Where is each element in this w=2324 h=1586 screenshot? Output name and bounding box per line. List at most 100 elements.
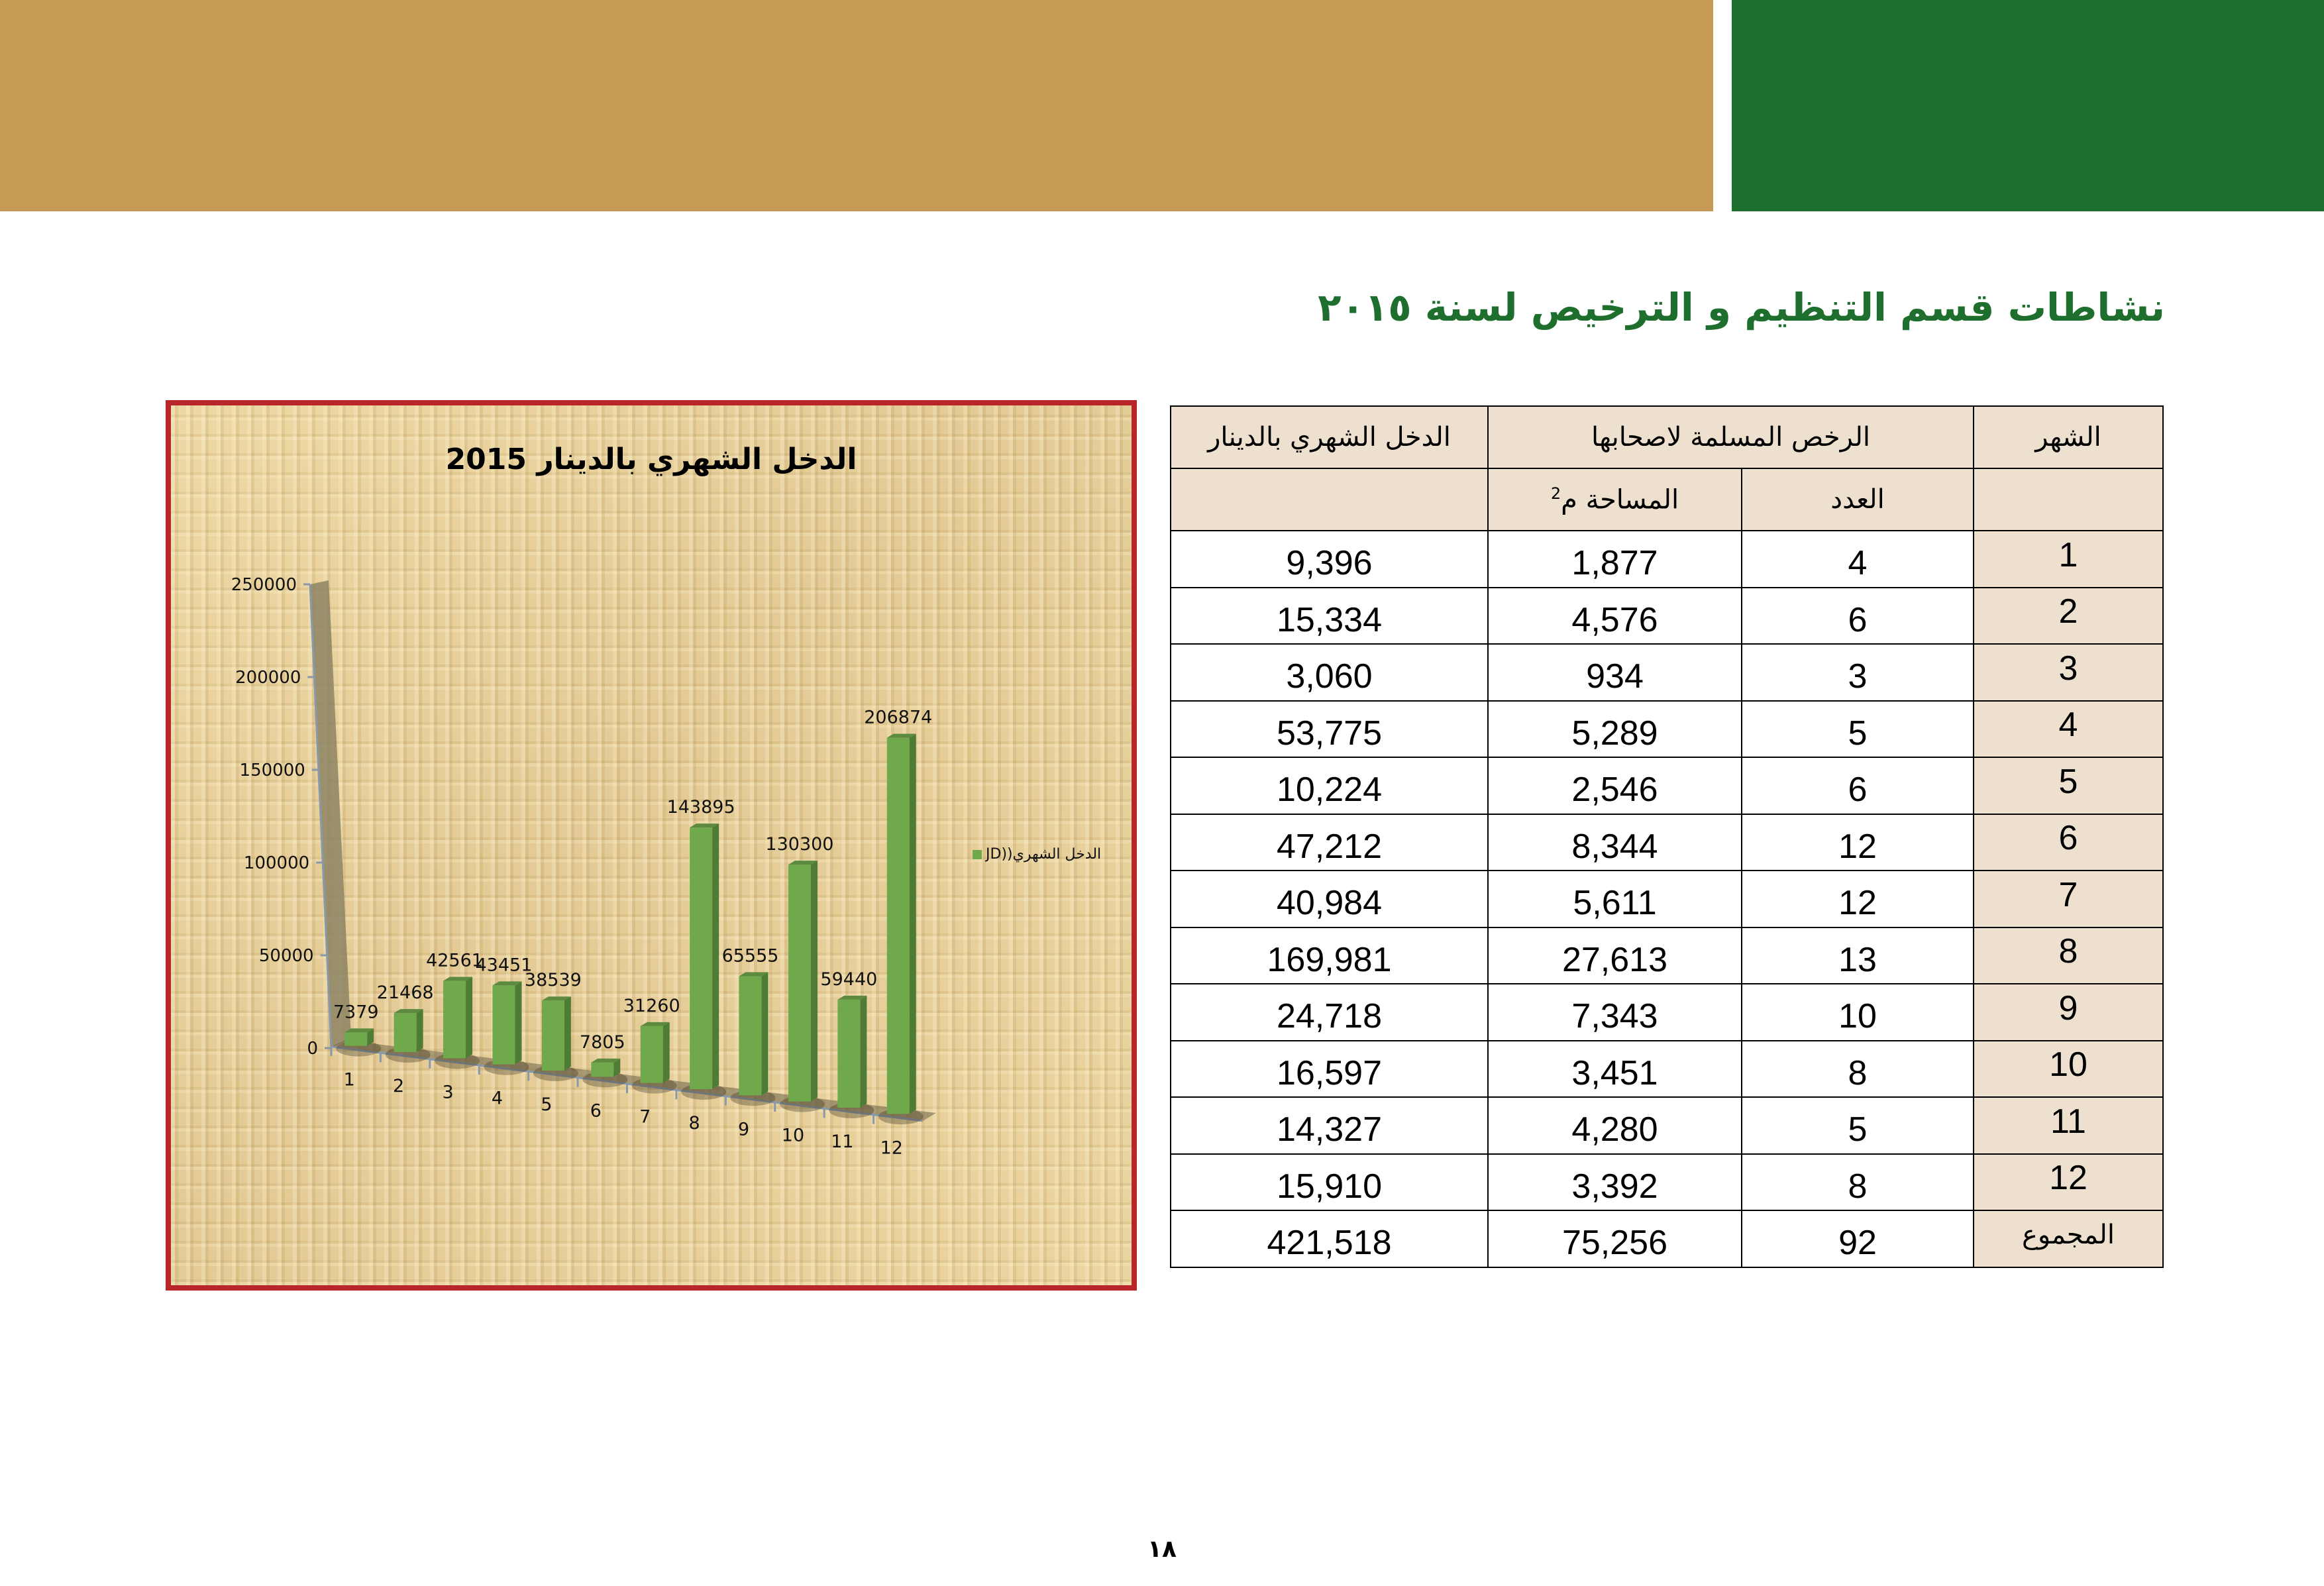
cell-area: 4,280 <box>1487 1096 1742 1155</box>
page-number: ١٨ <box>1147 1536 1177 1563</box>
y-tick-label: 50000 <box>259 946 314 966</box>
y-tick-label: 0 <box>307 1039 318 1059</box>
data-label: 7805 <box>580 1032 625 1053</box>
bar-chart: 0500001000001500002000002500007379121468… <box>231 575 936 1158</box>
table-row: 9,396 1,877 4 1 <box>1170 530 2164 588</box>
legend-label: الدخل الشهري((JD <box>986 846 1102 863</box>
header-income-blank <box>1170 468 1489 531</box>
cell-area: 934 <box>1487 643 1742 702</box>
total-label: المجموع <box>1973 1210 2164 1268</box>
cell-area: 3,451 <box>1487 1039 1742 1098</box>
header-count: العدد <box>1741 468 1974 531</box>
bar-month-1 <box>344 1032 368 1046</box>
data-label: 143895 <box>667 797 735 818</box>
bar-month-8 <box>690 827 713 1089</box>
cell-count: 8 <box>1741 1039 1974 1098</box>
cell-month: 2 <box>1973 586 2164 645</box>
y-tick-label: 250000 <box>231 575 297 595</box>
data-label: 59440 <box>820 969 877 990</box>
cell-area: 8,344 <box>1487 813 1742 871</box>
data-label: 7379 <box>333 1002 379 1022</box>
cell-month: 6 <box>1973 813 2164 871</box>
table-row: 14,327 4,280 5 11 <box>1170 1096 2164 1155</box>
header-band-gold <box>0 0 1713 211</box>
cell-count: 5 <box>1741 1096 1974 1155</box>
data-label: 43451 <box>476 955 533 975</box>
cell-income: 9,396 <box>1170 530 1489 588</box>
bar-month-4 <box>492 985 515 1065</box>
data-label: 206874 <box>864 708 932 728</box>
x-tick-label: 9 <box>738 1119 749 1139</box>
bar-month-11 <box>837 999 861 1108</box>
cell-income: 16,597 <box>1170 1039 1489 1098</box>
data-label: 42561 <box>426 951 483 971</box>
cell-count: 12 <box>1741 870 1974 928</box>
y-tick-label: 150000 <box>240 761 305 780</box>
bar-month-5 <box>541 1000 564 1071</box>
x-tick-label: 12 <box>880 1137 903 1158</box>
cell-count: 8 <box>1741 1153 1974 1211</box>
cell-month: 10 <box>1973 1039 2164 1098</box>
table-row: 15,910 3,392 8 12 <box>1170 1153 2164 1211</box>
cell-area: 5,289 <box>1487 700 1742 758</box>
cell-month: 1 <box>1973 530 2164 588</box>
legend-swatch-icon <box>973 849 982 859</box>
total-area: 75,256 <box>1487 1210 1742 1268</box>
x-tick-label: 7 <box>639 1107 651 1128</box>
cell-income: 24,718 <box>1170 983 1489 1041</box>
table-row: 24,718 7,343 10 9 <box>1170 983 2164 1041</box>
cell-month: 5 <box>1973 757 2164 815</box>
header-licenses-group: الرخص المسلمة لاصحابها <box>1487 405 1974 469</box>
cell-income: 3,060 <box>1170 643 1489 702</box>
table-row: 47,212 8,344 12 6 <box>1170 813 2164 871</box>
bar-month-3 <box>443 980 466 1059</box>
cell-count: 12 <box>1741 813 1974 871</box>
income-chart-panel: الدخل الشهري بالدينار 2015 0 50000 100000 1… <box>166 400 1137 1291</box>
cell-count: 10 <box>1741 983 1974 1041</box>
licensing-activities-table: الدخل الشهري بالدينار الرخص المسلمة لاصح… <box>1170 405 2164 1268</box>
cell-month: 4 <box>1973 700 2164 758</box>
table-header-row-1: الدخل الشهري بالدينار الرخص المسلمة لاصح… <box>1170 405 2164 469</box>
cell-income: 14,327 <box>1170 1096 1489 1155</box>
x-tick-label: 11 <box>831 1132 853 1152</box>
cell-month: 11 <box>1973 1096 2164 1155</box>
cell-count: 3 <box>1741 643 1974 702</box>
bar-month-9 <box>739 976 762 1096</box>
data-label: 31260 <box>623 996 680 1016</box>
cell-income: 15,334 <box>1170 586 1489 645</box>
header-band-green <box>1732 0 2324 211</box>
header-month: الشهر <box>1973 405 2164 469</box>
data-label: 21468 <box>377 982 434 1003</box>
data-label: 65555 <box>722 945 779 966</box>
y-axis-wall <box>310 580 351 1048</box>
chart-legend: الدخل الشهري((JD <box>973 846 1101 863</box>
data-label: 38539 <box>525 970 582 990</box>
cell-income: 40,984 <box>1170 870 1489 928</box>
cell-month: 9 <box>1973 983 2164 1041</box>
total-income: 421,518 <box>1170 1210 1489 1268</box>
table-row: 53,775 5,289 5 4 <box>1170 700 2164 758</box>
x-tick-label: 5 <box>541 1094 552 1115</box>
chart-title: الدخل الشهري بالدينار 2015 <box>445 443 857 476</box>
cell-count: 5 <box>1741 700 1974 758</box>
header-income: الدخل الشهري بالدينار <box>1170 405 1489 469</box>
table-total-row: 421,518 75,256 92 المجموع <box>1170 1210 2164 1268</box>
x-tick-label: 10 <box>782 1126 804 1146</box>
page-title: نشاطات قسم التنظيم و الترخيص لسنة ٢٠١٥ <box>1318 285 2165 330</box>
cell-area: 2,546 <box>1487 757 1742 815</box>
x-tick-label: 8 <box>689 1113 700 1134</box>
cell-area: 27,613 <box>1487 926 1742 984</box>
cell-count: 4 <box>1741 530 1974 588</box>
x-tick-label: 6 <box>590 1100 602 1121</box>
header-month-blank <box>1973 468 2164 531</box>
y-tick-label: 200000 <box>235 668 301 688</box>
x-tick-label: 2 <box>393 1076 404 1096</box>
cell-area: 4,576 <box>1487 586 1742 645</box>
x-tick-label: 3 <box>442 1082 453 1102</box>
cell-month: 12 <box>1973 1153 2164 1211</box>
cell-month: 8 <box>1973 926 2164 984</box>
cell-area: 3,392 <box>1487 1153 1742 1211</box>
table-row: 40,984 5,611 12 7 <box>1170 870 2164 928</box>
cell-area: 1,877 <box>1487 530 1742 588</box>
x-tick-label: 4 <box>492 1088 503 1109</box>
